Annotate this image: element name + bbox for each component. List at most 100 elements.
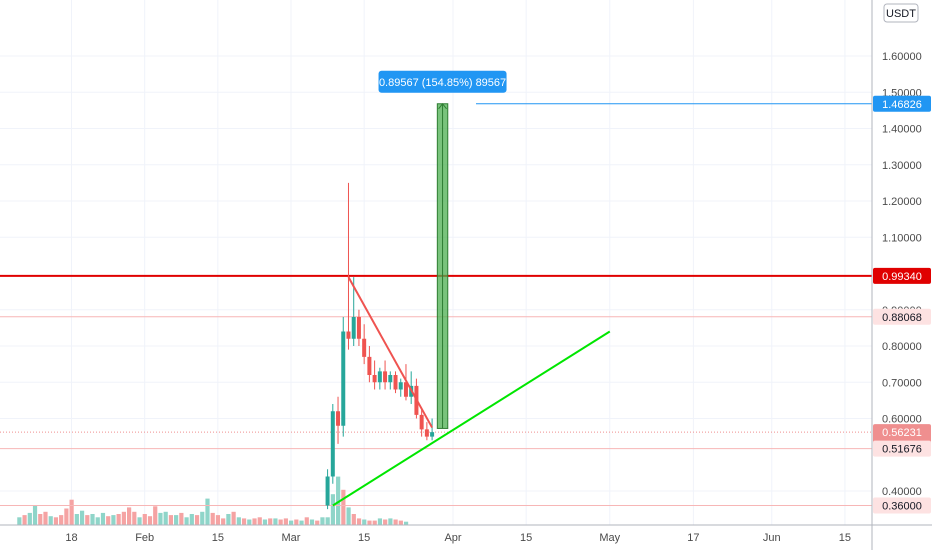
candle-body <box>393 375 398 390</box>
volume-bar <box>336 476 341 525</box>
price-tag <box>873 267 931 284</box>
volume-bar <box>341 489 346 525</box>
volume-bar <box>231 511 236 525</box>
x-tick-label: May <box>599 532 620 544</box>
x-tick-label: Mar <box>282 532 301 544</box>
volume-bar <box>121 511 126 525</box>
candle-body <box>403 382 408 397</box>
volume-bar <box>325 517 330 525</box>
volume-bar <box>346 507 351 525</box>
volume-bar <box>304 517 309 525</box>
measure-arrow-head <box>438 102 447 110</box>
x-tick-label: 17 <box>687 532 699 544</box>
volume-bar <box>351 514 356 525</box>
price-tag-label: 0.36000 <box>882 501 922 513</box>
currency-badge[interactable] <box>883 3 919 23</box>
volume-bar <box>106 516 111 525</box>
volume-bar <box>194 515 200 525</box>
candle-body <box>346 331 351 339</box>
x-tick-label: 15 <box>520 532 532 544</box>
volume-bar <box>398 520 403 525</box>
volume-bar <box>215 515 221 525</box>
candle-body <box>372 375 377 383</box>
volume-bar <box>43 511 48 525</box>
price-tag <box>873 497 931 514</box>
volume-bar <box>393 519 398 525</box>
x-tick-label: Feb <box>135 532 154 544</box>
measure-tool[interactable]: 0.89567 (154.85%) 89567 <box>378 70 507 429</box>
candle-body <box>383 371 388 383</box>
y-tick-label: 1.40000 <box>882 124 922 136</box>
volume-bar <box>257 517 262 525</box>
volume-bar <box>85 515 90 525</box>
volume-bar <box>32 505 38 525</box>
volume-bar <box>153 506 158 525</box>
volume-bar <box>53 517 59 525</box>
y-tick-label: 1.30000 <box>882 160 922 172</box>
price-tag-label: 0.88068 <box>882 312 922 324</box>
volume-bar <box>111 515 116 525</box>
volume-bar <box>283 518 288 525</box>
trendlines <box>332 276 611 507</box>
volume-bar <box>330 494 336 525</box>
candle-body <box>325 476 330 506</box>
volume-bar <box>69 499 74 525</box>
volume-bar <box>383 519 388 525</box>
measure-label: 0.89567 (154.85%) 89567 <box>379 77 506 89</box>
y-tick-label: 0.60000 <box>882 414 922 426</box>
y-tick-label: 0.70000 <box>882 377 922 389</box>
volume-bar <box>356 518 362 525</box>
x-tick-label: Apr <box>444 532 461 544</box>
volume-bar <box>403 521 409 525</box>
volume-bar <box>262 519 268 525</box>
volume-bar <box>174 515 179 525</box>
volume-bar <box>142 514 147 525</box>
horizontal-levels <box>0 103 872 506</box>
candle-body <box>362 338 367 357</box>
volume-bar <box>38 514 43 525</box>
x-tick-label: 15 <box>839 532 851 544</box>
candle-body <box>341 331 346 426</box>
volume-bar <box>278 519 283 525</box>
x-tick-label: 15 <box>212 532 224 544</box>
measure-label-box <box>378 70 507 93</box>
y-tick-label: 1.10000 <box>882 232 922 244</box>
volume-bar <box>48 516 53 525</box>
volume-bar <box>315 520 320 525</box>
volume-bar <box>127 507 132 525</box>
volume-bar <box>241 518 247 525</box>
volume-bar <box>116 514 121 525</box>
volume-bar <box>372 520 377 525</box>
volume-bar <box>236 517 241 525</box>
volume-bar <box>252 518 257 525</box>
candle-body <box>330 411 335 477</box>
volume-bar <box>226 514 231 525</box>
volume-bar <box>64 508 69 525</box>
y-tick-label: 1.20000 <box>882 196 922 208</box>
price-tag-label: 0.99340 <box>882 271 922 283</box>
candle-body <box>356 317 361 339</box>
volume-bar <box>289 520 294 525</box>
candle-body <box>398 382 403 390</box>
volume-bar <box>79 510 85 525</box>
candle-body <box>336 411 341 426</box>
candle-body <box>367 356 372 375</box>
price-tag-label: 1.46826 <box>882 99 922 111</box>
volume-bar <box>320 517 325 525</box>
price-tag <box>873 308 931 325</box>
candle-body <box>419 414 424 430</box>
candle-body <box>424 429 429 437</box>
candle-body <box>430 432 435 437</box>
volume-bar <box>158 512 163 525</box>
volume-bar <box>27 512 32 525</box>
volume-bar <box>200 511 205 525</box>
volume-bar <box>210 512 215 525</box>
x-tick-label: 15 <box>358 532 370 544</box>
volume-bar <box>294 519 299 525</box>
trendline <box>347 276 433 429</box>
price-tag-label: 0.51676 <box>882 444 922 456</box>
volume-bar <box>74 514 79 525</box>
volume-bars <box>17 476 409 525</box>
volume-bar <box>132 511 137 525</box>
